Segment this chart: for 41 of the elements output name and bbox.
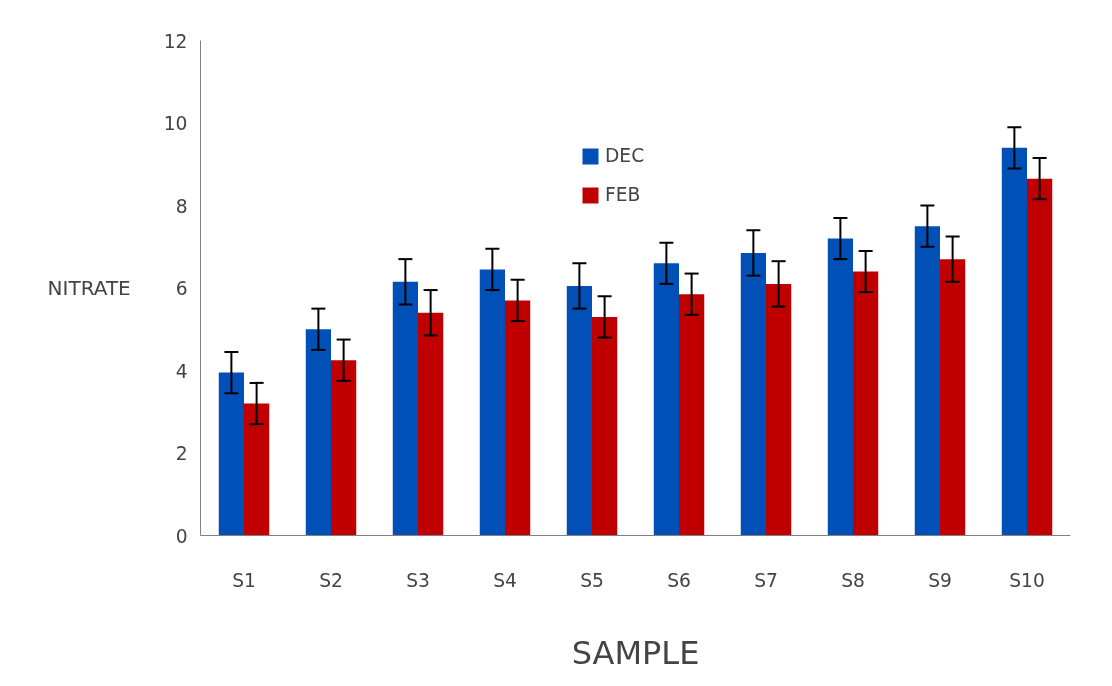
y-axis-title: NITRATE: [47, 276, 131, 300]
x-tick-label: S1: [232, 569, 256, 591]
x-tick-label: S8: [841, 569, 865, 591]
bar: [766, 283, 792, 536]
bar: [853, 271, 879, 536]
bar: [592, 316, 618, 536]
x-tick-label: S7: [754, 569, 778, 591]
bar: [1001, 147, 1027, 536]
bar: [418, 312, 444, 536]
x-tick-label: S9: [928, 569, 952, 591]
legend-label: DEC: [605, 145, 645, 166]
bar: [740, 252, 766, 536]
bar: [505, 300, 531, 536]
bar: [940, 259, 966, 536]
y-tick-label: 0: [175, 525, 188, 547]
y-tick-label: 10: [163, 113, 188, 134]
bar: [392, 281, 418, 536]
legend-label: FEB: [605, 184, 641, 205]
bar: [331, 360, 357, 536]
bar: [679, 294, 705, 536]
x-tick-label: S6: [667, 569, 691, 591]
x-tick-label: S4: [493, 569, 517, 591]
x-tick-label: S10: [1009, 569, 1045, 591]
bar: [827, 238, 853, 536]
bar: [653, 263, 679, 536]
x-tick-label: S5: [580, 569, 604, 591]
x-axis-title: SAMPLE: [571, 633, 700, 672]
bar: [218, 372, 244, 536]
bar: [479, 269, 505, 536]
bar: [1027, 178, 1053, 536]
x-tick-label: S2: [319, 569, 343, 591]
y-tick-label: 4: [175, 360, 188, 382]
x-tick-label: S3: [406, 569, 430, 591]
bar: [305, 329, 331, 536]
bar: [914, 226, 940, 536]
y-tick-label: 2: [175, 443, 188, 464]
bar: [244, 403, 270, 536]
y-tick-label: 8: [175, 195, 188, 217]
y-tick-label: 6: [175, 278, 188, 299]
y-tick-label: 12: [163, 30, 188, 52]
bar: [566, 285, 592, 536]
